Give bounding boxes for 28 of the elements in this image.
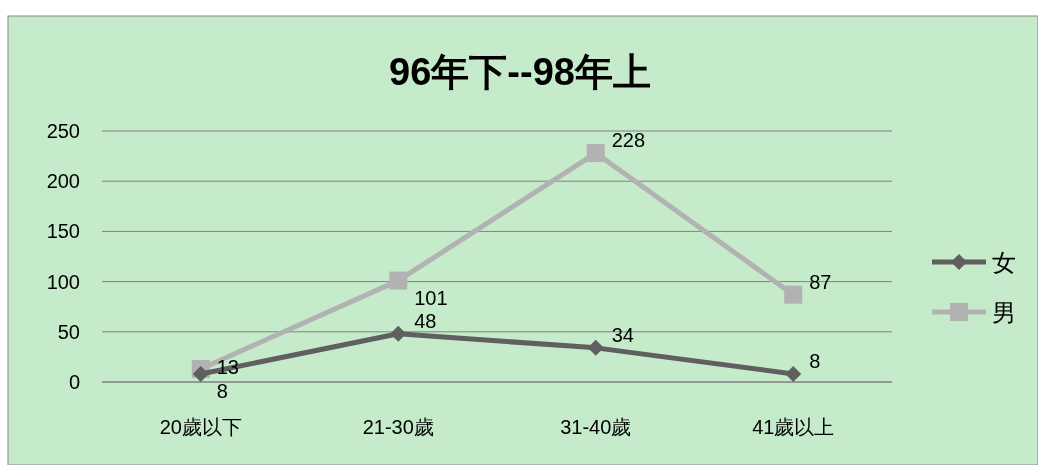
- data-label: 228: [611, 129, 646, 152]
- point: [784, 285, 803, 304]
- point: [390, 325, 407, 342]
- data-label: 34: [611, 323, 634, 346]
- y-tick-label: 100: [46, 270, 80, 293]
- point: [586, 144, 605, 163]
- y-tick-label: 0: [68, 371, 80, 393]
- data-label: 8: [216, 379, 228, 402]
- y-tick-label: 200: [46, 170, 80, 193]
- y-tick-label: 150: [46, 220, 80, 243]
- y-tick-label: 250: [46, 120, 80, 142]
- point: [785, 365, 802, 382]
- point: [192, 365, 209, 382]
- data-label: 87: [809, 270, 832, 293]
- x-tick-label: 41歲以上: [752, 416, 835, 438]
- chart-title: 96年下--98年上: [389, 51, 651, 93]
- legend-label: 男: [992, 299, 1016, 326]
- data-label: 48: [414, 309, 437, 332]
- data-label: 101: [414, 286, 448, 309]
- data-label: 13: [216, 355, 239, 378]
- x-tick-label: 21-30歲: [362, 416, 434, 438]
- x-tick-label: 31-40歲: [560, 416, 632, 438]
- data-label: 8: [809, 349, 821, 372]
- y-tick-label: 50: [57, 320, 80, 343]
- x-tick-label: 20歲以下: [159, 416, 242, 438]
- legend-label: 女: [992, 249, 1016, 276]
- point: [389, 271, 408, 290]
- point: [587, 339, 604, 356]
